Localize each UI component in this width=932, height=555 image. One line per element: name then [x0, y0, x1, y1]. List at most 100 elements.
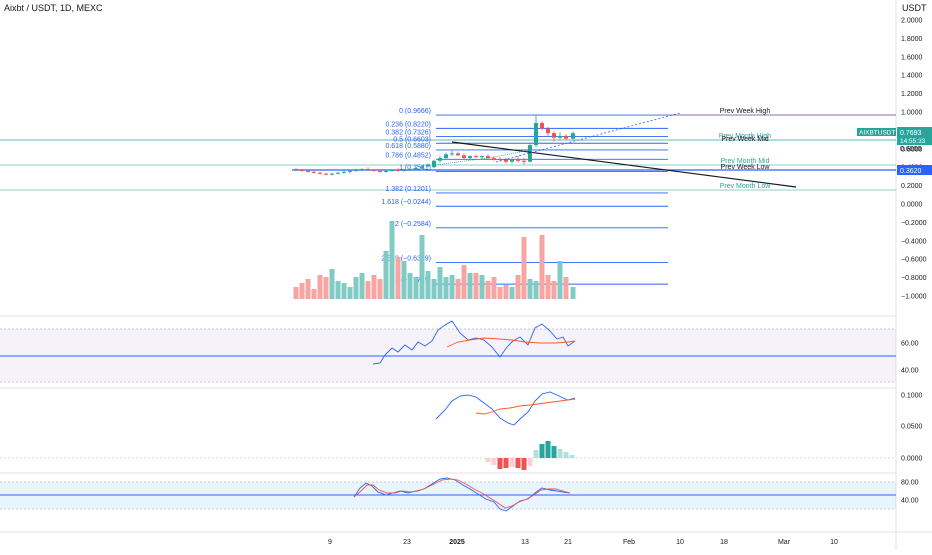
quote-currency[interactable]: USDT — [902, 3, 927, 13]
volume-bar — [491, 277, 497, 299]
macd-histogram-bar — [557, 449, 563, 458]
candle-body[interactable] — [498, 158, 502, 160]
time-axis-label: 10 — [830, 539, 838, 546]
volume-bar — [311, 289, 317, 299]
candle-body[interactable] — [294, 169, 298, 171]
candle-body[interactable] — [366, 169, 370, 171]
candle-body[interactable] — [390, 169, 394, 171]
candle-body[interactable] — [492, 158, 496, 159]
candle-body[interactable] — [360, 169, 364, 171]
macd-histogram — [485, 441, 575, 470]
candle-body[interactable] — [528, 145, 532, 162]
volume-bar — [431, 279, 437, 299]
volume-bar — [377, 279, 383, 299]
candle-body[interactable] — [348, 170, 352, 172]
candle-body[interactable] — [480, 156, 484, 158]
candle-body[interactable] — [432, 160, 436, 168]
candle-body[interactable] — [540, 123, 544, 129]
volume-bar — [341, 283, 347, 299]
candle-body[interactable] — [486, 156, 490, 158]
time-axis[interactable]: 9 23 2025 13 21 Feb 10 18 Mar 10 — [328, 539, 838, 546]
candle-body[interactable] — [438, 158, 442, 161]
time-axis-label: Feb — [623, 539, 635, 546]
time-axis-label: 18 — [720, 539, 728, 546]
trend-lines[interactable] — [435, 112, 797, 188]
candle-body[interactable] — [450, 153, 454, 155]
fib-level-label: 1 (0.3541) — [399, 164, 431, 171]
candle-body[interactable] — [324, 173, 328, 175]
stoch-axis-label: 40.00 — [901, 498, 919, 505]
volume-bar — [359, 273, 365, 299]
candle-body[interactable] — [552, 133, 556, 138]
macd-histogram-bar — [503, 458, 509, 468]
ticker-label: AIXBTUSDT — [859, 130, 896, 137]
volume-bar — [533, 281, 539, 299]
prev-week-low-label: Prev Week Low — [721, 164, 771, 171]
volume-bar — [395, 257, 401, 299]
macd-histogram-bar — [515, 458, 521, 468]
candle-body[interactable] — [396, 169, 400, 171]
candle-body[interactable] — [546, 128, 550, 134]
candle-body[interactable] — [444, 154, 448, 158]
volume-bar — [473, 273, 479, 299]
candle-body[interactable] — [420, 166, 424, 169]
volume-bar — [497, 287, 503, 299]
fib-level-label: 0.786 (0.4852) — [385, 152, 431, 159]
candle-body[interactable] — [564, 135, 568, 139]
volume-bar — [383, 251, 389, 299]
current-price-value: 0.7693 — [900, 130, 922, 137]
candle-body[interactable] — [378, 170, 382, 172]
price-axis[interactable]: 2.00001.80001.60001.40001.20001.00000.80… — [901, 18, 927, 505]
candle-body[interactable] — [354, 169, 358, 171]
candle-body[interactable] — [468, 156, 472, 158]
line-marker-tag — [897, 165, 932, 175]
candle-body[interactable] — [318, 172, 322, 174]
fibonacci-extension[interactable]: 0 (0.9666)0.236 (0.8220)0.382 (0.7326)0.… — [381, 108, 668, 285]
candle-body[interactable] — [426, 164, 430, 167]
trend-line-down[interactable] — [451, 141, 797, 188]
candle-body[interactable] — [558, 135, 562, 138]
candle-body[interactable] — [330, 173, 334, 175]
candle-body[interactable] — [408, 169, 412, 171]
volume-bar — [437, 267, 443, 299]
candle-body[interactable] — [384, 170, 388, 172]
rsi-line — [372, 320, 576, 365]
volume-bar — [347, 287, 353, 299]
volume-bar — [425, 271, 431, 299]
macd-histogram-bar — [527, 458, 533, 466]
candle-body[interactable] — [522, 160, 526, 162]
candle-body[interactable] — [312, 171, 316, 173]
candle-body[interactable] — [342, 171, 346, 173]
candle-body[interactable] — [571, 133, 575, 139]
candle-body[interactable] — [534, 123, 538, 146]
trend-line-dotted[interactable] — [495, 112, 681, 163]
volume-bar — [401, 261, 407, 299]
price-axis-label: 1.6000 — [901, 54, 923, 61]
stoch-d-line — [353, 478, 571, 509]
candle-body[interactable] — [462, 155, 466, 158]
macd-histogram-bar — [485, 458, 491, 462]
volume-bar — [413, 277, 419, 299]
candle-body[interactable] — [474, 156, 478, 158]
candle-body[interactable] — [306, 170, 310, 172]
candlesticks[interactable] — [294, 114, 575, 176]
candle-body[interactable] — [414, 168, 418, 170]
price-axis-label: −0.4000 — [901, 238, 927, 245]
symbol-title[interactable]: Aixbt / USDT, 1D, MEXC — [4, 3, 103, 13]
price-axis-label: −0.2000 — [901, 220, 927, 227]
price-axis-label: 0.2000 — [901, 183, 923, 190]
candle-body[interactable] — [372, 169, 376, 171]
candle-body[interactable] — [456, 153, 460, 156]
candle-body[interactable] — [300, 169, 304, 171]
volume-bar — [293, 287, 299, 299]
candle-body[interactable] — [516, 159, 520, 161]
candle-body[interactable] — [336, 172, 340, 174]
candle-body[interactable] — [504, 159, 508, 162]
volume-bar — [563, 277, 569, 299]
candle-body[interactable] — [510, 159, 514, 162]
candle-body[interactable] — [402, 169, 406, 171]
volume-bar — [365, 281, 371, 299]
